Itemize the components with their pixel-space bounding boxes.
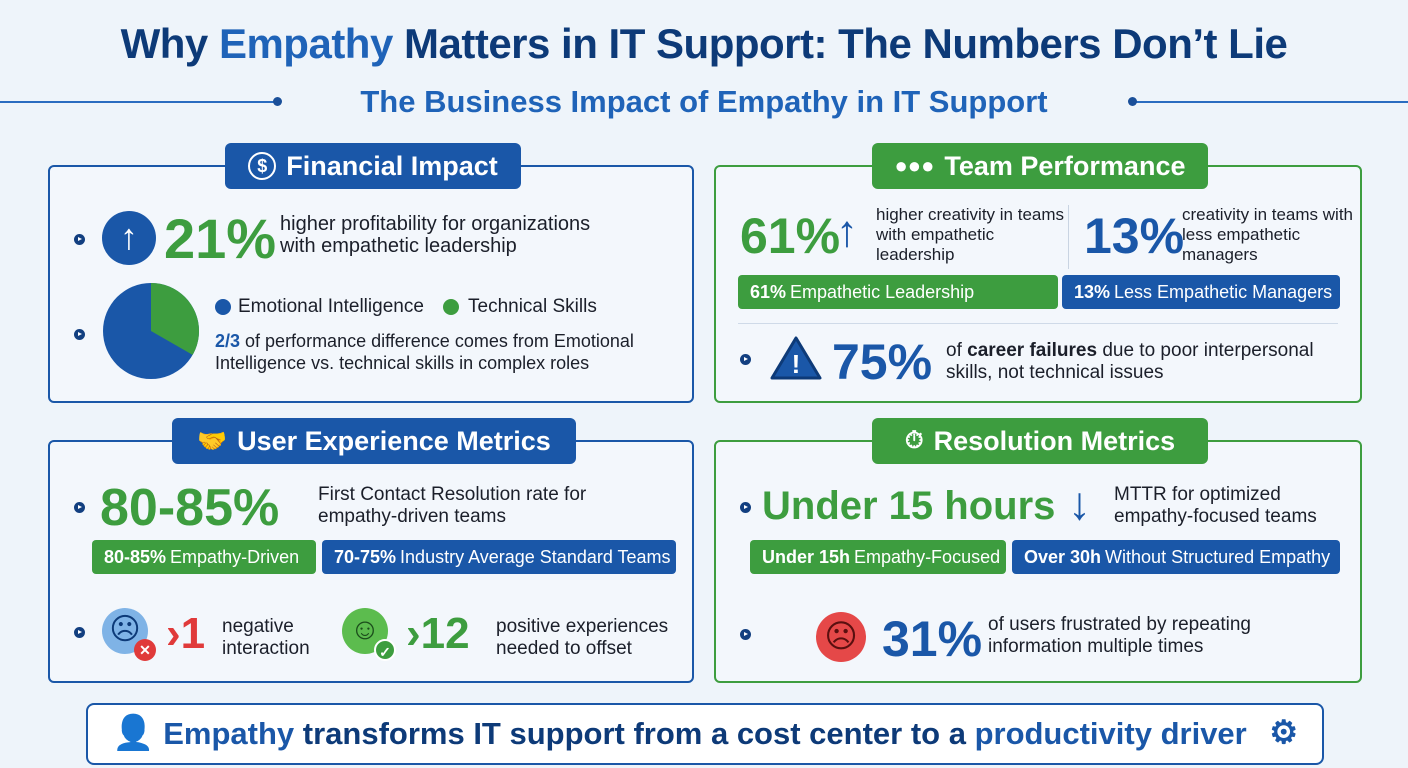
dollar-icon: $ — [248, 152, 277, 180]
creativity-text: higher creativity in teams with empathet… — [876, 205, 1065, 264]
x-mark-icon: ✕ — [134, 639, 156, 661]
mttr-stat: Under 15 hours — [762, 484, 1056, 528]
legend-dot-green — [443, 299, 459, 315]
career-failures-text: of career failures due to poor interpers… — [946, 340, 1314, 383]
less-creativity-text: creativity in teams with less empathetic… — [1182, 205, 1353, 264]
robot-gear-icon: ⚙ — [1269, 714, 1298, 750]
arrow-up-icon: ↑ — [102, 211, 156, 265]
people-icon: ●●● — [894, 153, 935, 178]
negative-text: negative interaction — [222, 616, 310, 659]
angry-face-icon: ☹ — [816, 612, 866, 662]
without-empathy-pill: Over 30h Without Structured Empathy — [1012, 540, 1340, 574]
positive-count: ›12 — [406, 609, 470, 658]
legend-technical-skills: Technical Skills — [468, 296, 597, 317]
team-performance-panel: ●●● Team Performance 61% ↑ higher creati… — [714, 143, 1362, 403]
sad-face-icon: ☹ — [102, 608, 148, 654]
profitability-stat: 21% — [164, 207, 277, 270]
arrow-up-icon: ↑ — [836, 207, 858, 256]
bullet — [74, 234, 85, 245]
footer-banner: 👤 Empathy transforms IT support from a c… — [86, 703, 1324, 765]
resolution-header: ⏱ Resolution Metrics — [872, 418, 1208, 464]
financial-header: $ Financial Impact — [225, 143, 521, 189]
ei-pie-chart — [103, 283, 199, 379]
bullet — [740, 502, 751, 513]
svg-text:!: ! — [792, 349, 801, 379]
creativity-stat: 61% — [740, 208, 841, 264]
positive-text: positive experiences needed to offset — [496, 616, 669, 659]
check-mark-icon: ✓ — [374, 639, 396, 661]
industry-average-pill: 70-75% Industry Average Standard Teams — [322, 540, 676, 574]
career-failures-stat: 75% — [832, 334, 933, 390]
bullet — [740, 629, 751, 640]
negative-count: ›1 — [166, 609, 206, 658]
warning-icon: ! — [770, 336, 822, 380]
divider — [738, 323, 1338, 324]
bullet — [74, 502, 85, 513]
less-empathetic-pill: 13% Less Empathetic Managers — [1062, 275, 1340, 309]
fraction-text: 2/3 of performance difference comes from… — [215, 331, 634, 373]
decor-dot — [1128, 97, 1137, 106]
handshake-icon: 🤝 — [197, 427, 228, 455]
user-experience-panel: 🤝 User Experience Metrics 80-85% First C… — [48, 418, 694, 683]
pie-slice-technical-skills — [151, 283, 199, 355]
less-creativity-stat: 13% — [1084, 208, 1185, 264]
mttr-text: MTTR for optimized empathy-focused teams — [1114, 484, 1317, 527]
bullet — [740, 354, 751, 365]
team-header: ●●● Team Performance — [872, 143, 1208, 189]
frustration-text: of users frustrated by repeating informa… — [988, 614, 1251, 657]
legend-dot-blue — [215, 299, 231, 315]
empathetic-leadership-pill: 61% Empathetic Leadership — [738, 275, 1058, 309]
frustration-stat: 31% — [882, 611, 983, 667]
page-subtitle: The Business Impact of Empathy in IT Sup… — [360, 84, 1048, 119]
fcr-stat: 80-85% — [100, 479, 280, 537]
support-agent-icon: 👤 — [112, 714, 155, 752]
ux-header: 🤝 User Experience Metrics — [172, 418, 576, 464]
financial-impact-panel: $ Financial Impact ↑ 21% higher profitab… — [48, 143, 694, 403]
divider — [1068, 205, 1069, 269]
page-title: Why Empathy Matters in IT Support: The N… — [120, 20, 1288, 67]
empathy-driven-pill: 80-85% Empathy-Driven — [92, 540, 316, 574]
resolution-metrics-panel: ⏱ Resolution Metrics Under 15 hours ↓ MT… — [714, 418, 1362, 683]
fcr-text: First Contact Resolution rate for empath… — [318, 484, 587, 527]
clock-gear-icon: ⏱ — [904, 427, 924, 454]
arrow-down-icon: ↓ — [1068, 477, 1091, 529]
decor-dot — [273, 97, 282, 106]
decor-line — [0, 101, 275, 103]
decor-line — [1135, 101, 1408, 103]
profitability-text: higher profitability for organizations w… — [280, 213, 591, 257]
legend-emotional-intelligence: Emotional Intelligence — [238, 296, 424, 317]
bullet — [74, 329, 85, 340]
empathy-focused-pill: Under 15h Empathy-Focused — [750, 540, 1006, 574]
bullet — [74, 627, 85, 638]
